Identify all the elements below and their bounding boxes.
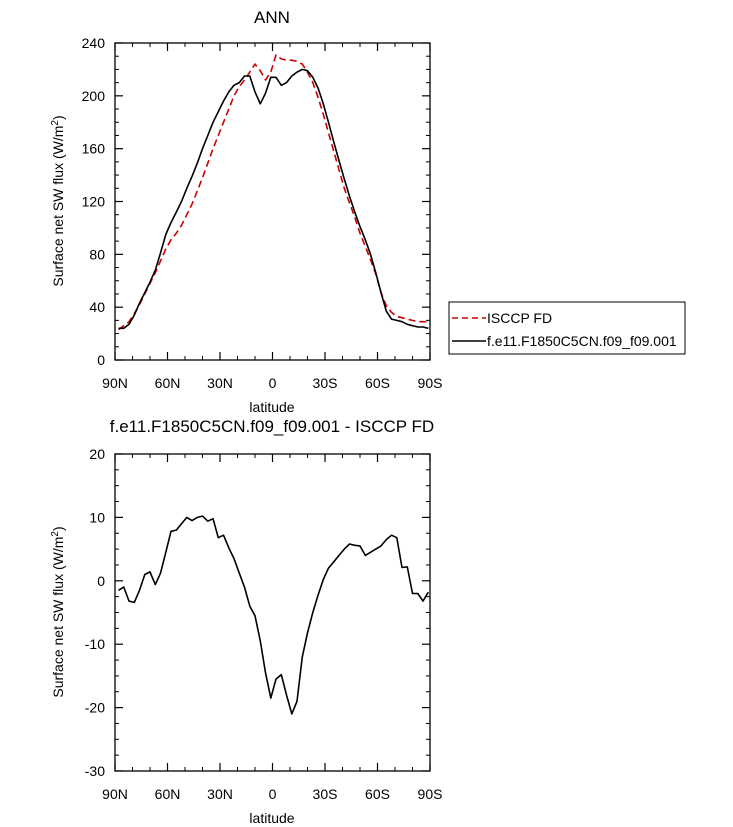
top-y-axis-label: Surface net SW flux (W/m2)	[50, 115, 67, 286]
legend: ISCCP FD f.e11.F1850C5CN.f09_f09.001	[448, 301, 686, 355]
bottom-xtick-label: 90N	[102, 786, 128, 802]
bottom-ytick-label: -30	[85, 763, 105, 779]
top-chart-title: ANN	[254, 8, 290, 27]
top-ytick-label: 40	[89, 299, 105, 315]
top-series-line-1	[118, 68, 429, 330]
top-plot-area: 0 40 80 120 160 200 240 90N 60N 30N 0 30S 60S 90S	[82, 35, 443, 391]
top-xtick-label: 60S	[365, 375, 390, 391]
top-ytick-label: 120	[82, 194, 106, 210]
top-series-line-0	[118, 54, 429, 331]
bottom-ytick-label: -10	[85, 636, 105, 652]
bottom-xtick-label: 30S	[313, 786, 338, 802]
bottom-plot-area: -30 -20 -10 0 10 20 90N 60N 30N 0 30S 60S 90S	[85, 446, 443, 802]
bottom-plot-frame	[114, 453, 431, 772]
top-ytick-label: 160	[82, 141, 106, 157]
bottom-series-line-0	[118, 515, 429, 715]
top-xtick-label: 0	[269, 375, 277, 391]
bottom-chart: f.e11.F1850C5CN.f09_f09.001 - ISCCP FD -…	[50, 417, 443, 826]
bottom-chart-title: f.e11.F1850C5CN.f09_f09.001 - ISCCP FD	[110, 417, 434, 436]
top-ytick-label: 80	[89, 246, 105, 262]
legend-label-isccp: ISCCP FD	[487, 310, 552, 326]
legend-box	[448, 301, 686, 355]
bottom-ytick-label: 20	[89, 446, 105, 462]
bottom-xtick-label: 60S	[365, 786, 390, 802]
top-xtick-label: 30S	[313, 375, 338, 391]
bottom-xtick-label: 30N	[207, 786, 233, 802]
bottom-xtick-label: 90S	[418, 786, 443, 802]
top-ytick-label: 200	[82, 88, 106, 104]
top-plot-frame	[114, 42, 431, 361]
bottom-xtick-label: 0	[269, 786, 277, 802]
legend-label-model: f.e11.F1850C5CN.f09_f09.001	[487, 333, 677, 349]
top-xtick-label: 30N	[207, 375, 233, 391]
bottom-x-axis-label: latitude	[249, 810, 294, 826]
bottom-y-axis-label: Surface net SW flux (W/m2)	[50, 526, 67, 697]
bottom-ytick-label: -20	[85, 700, 105, 716]
bottom-ytick-label: 0	[97, 573, 105, 589]
top-xtick-label: 90S	[418, 375, 443, 391]
top-ytick-label: 0	[97, 352, 105, 368]
top-x-axis-label: latitude	[249, 399, 294, 415]
top-xtick-label: 60N	[155, 375, 181, 391]
bottom-xtick-label: 60N	[155, 786, 181, 802]
top-chart: ANN 0 40 80 120 160 200 240 90N 60N 30N 0 30S 60S 90S…	[50, 8, 686, 415]
top-ytick-label: 240	[82, 35, 106, 51]
bottom-ytick-label: 10	[89, 509, 105, 525]
top-xtick-label: 90N	[102, 375, 128, 391]
